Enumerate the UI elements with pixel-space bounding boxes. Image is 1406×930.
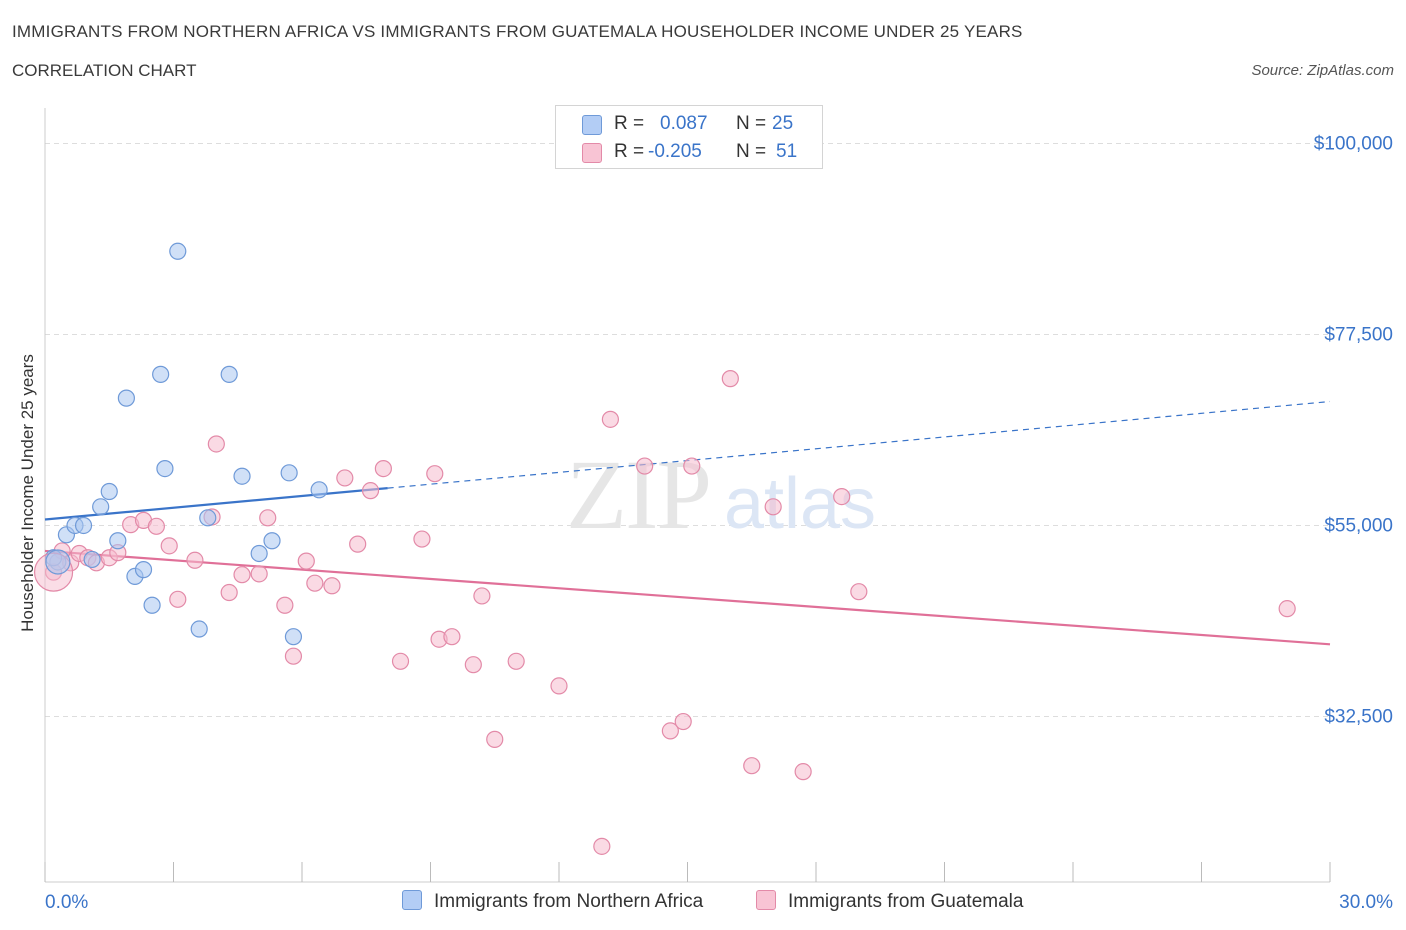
- legend-n-value: 25: [772, 113, 794, 134]
- point-northern-africa: [117, 389, 135, 407]
- point-guatemala: [297, 552, 315, 570]
- point-guatemala: [259, 509, 277, 527]
- series-swatch-blue: [402, 890, 422, 910]
- x-tick-label-min: 0.0%: [45, 892, 88, 913]
- point-guatemala: [464, 656, 482, 674]
- point-guatemala: [306, 574, 324, 592]
- point-guatemala: [361, 482, 380, 500]
- point-northern-africa: [310, 481, 328, 499]
- point-guatemala: [323, 577, 341, 595]
- point-guatemala: [743, 757, 761, 775]
- point-guatemala: [250, 565, 268, 583]
- point-guatemala: [284, 647, 303, 665]
- point-guatemala: [374, 459, 392, 478]
- legend-swatch-blue: [582, 115, 602, 135]
- series-name: Immigrants from Guatemala: [788, 891, 1024, 912]
- y-tick-label: $32,500: [1324, 706, 1393, 727]
- point-guatemala: [674, 712, 692, 731]
- point-guatemala: [276, 596, 294, 614]
- point-northern-africa: [169, 242, 187, 260]
- point-guatemala: [601, 410, 620, 428]
- legend-r-label: R =: [614, 113, 645, 134]
- point-northern-africa: [220, 365, 238, 383]
- point-northern-africa: [263, 532, 281, 550]
- y-tick-label: $100,000: [1314, 133, 1393, 154]
- y-axis-label: Householder Income Under 25 years: [18, 354, 37, 632]
- legend-r-label: R =: [614, 141, 645, 162]
- point-guatemala: [473, 587, 491, 605]
- point-guatemala: [850, 583, 868, 601]
- point-guatemala: [636, 457, 654, 475]
- series-legend-northern-africa: Immigrants from Northern Africa: [402, 890, 703, 914]
- point-guatemala: [550, 677, 568, 695]
- point-guatemala: [413, 530, 431, 548]
- point-northern-africa: [250, 544, 268, 563]
- point-guatemala: [794, 763, 812, 781]
- y-tick-labels: $100,000 $77,500 $55,000 $32,500: [1314, 133, 1393, 727]
- point-guatemala: [186, 551, 204, 569]
- point-guatemala: [1278, 600, 1296, 618]
- series-swatch-pink: [756, 890, 776, 910]
- point-guatemala: [220, 583, 238, 602]
- point-guatemala: [391, 652, 410, 670]
- legend-n-label: N =: [736, 113, 767, 134]
- point-northern-africa: [190, 620, 208, 638]
- point-guatemala: [443, 628, 461, 646]
- point-guatemala: [593, 837, 611, 855]
- point-northern-africa: [152, 365, 170, 383]
- point-guatemala: [160, 537, 178, 555]
- point-guatemala: [661, 722, 679, 740]
- point-guatemala: [207, 435, 225, 453]
- legend-r-value: 0.087: [660, 113, 708, 134]
- point-northern-africa: [100, 482, 118, 501]
- point-northern-africa: [74, 516, 93, 535]
- point-guatemala: [833, 488, 851, 506]
- trendline-northern-africa-extension: [387, 400, 1331, 489]
- correlation-legend: R = 0.087 N = 25 R = -0.205 N = 51: [555, 105, 823, 169]
- legend-row-northern-africa: R = 0.087 N = 25: [556, 111, 822, 137]
- point-guatemala: [349, 535, 367, 553]
- legend-row-guatemala: R = -0.205 N = 51: [556, 139, 822, 165]
- y-tick-label: $77,500: [1324, 324, 1393, 345]
- point-northern-africa: [280, 464, 298, 482]
- series-legend-guatemala: Immigrants from Guatemala: [756, 890, 1023, 914]
- point-guatemala: [764, 498, 782, 516]
- point-guatemala: [336, 469, 354, 487]
- point-guatemala: [426, 465, 444, 483]
- point-northern-africa-cluster: [45, 549, 71, 575]
- point-northern-africa: [109, 532, 127, 550]
- axes: [44, 108, 1331, 883]
- point-guatemala: [486, 730, 504, 748]
- legend-swatch-pink: [582, 143, 602, 163]
- point-guatemala: [721, 370, 739, 388]
- point-guatemala: [683, 457, 701, 475]
- chart-title: IMMIGRANTS FROM NORTHERN AFRICA VS IMMIG…: [12, 22, 1023, 41]
- x-tick-label-max: 30.0%: [1339, 892, 1393, 913]
- point-guatemala: [169, 590, 187, 608]
- legend-n-value: 51: [776, 141, 798, 162]
- point-guatemala: [233, 566, 251, 584]
- y-tick-label: $55,000: [1324, 515, 1393, 536]
- data-points: [33, 242, 1296, 855]
- watermark-zip: ZIP: [566, 439, 710, 550]
- point-northern-africa: [156, 459, 174, 478]
- point-northern-africa: [134, 561, 153, 579]
- point-northern-africa: [92, 498, 110, 516]
- point-northern-africa: [143, 596, 161, 614]
- trendline-guatemala: [44, 549, 1331, 646]
- x-tick-labels: 0.0% 30.0%: [45, 892, 1393, 913]
- point-guatemala: [147, 517, 165, 535]
- point-northern-africa: [284, 628, 303, 646]
- point-northern-africa: [199, 509, 217, 527]
- chart-subtitle: CORRELATION CHART: [12, 61, 197, 80]
- watermark-atlas: atlas: [724, 464, 876, 544]
- point-northern-africa: [233, 467, 251, 485]
- point-northern-africa: [83, 550, 101, 569]
- legend-n-label: N =: [736, 141, 767, 162]
- point-guatemala: [507, 652, 525, 670]
- series-name: Immigrants from Northern Africa: [434, 891, 704, 912]
- source-label: Source: ZipAtlas.com: [1251, 62, 1394, 79]
- legend-r-value: -0.205: [648, 141, 702, 162]
